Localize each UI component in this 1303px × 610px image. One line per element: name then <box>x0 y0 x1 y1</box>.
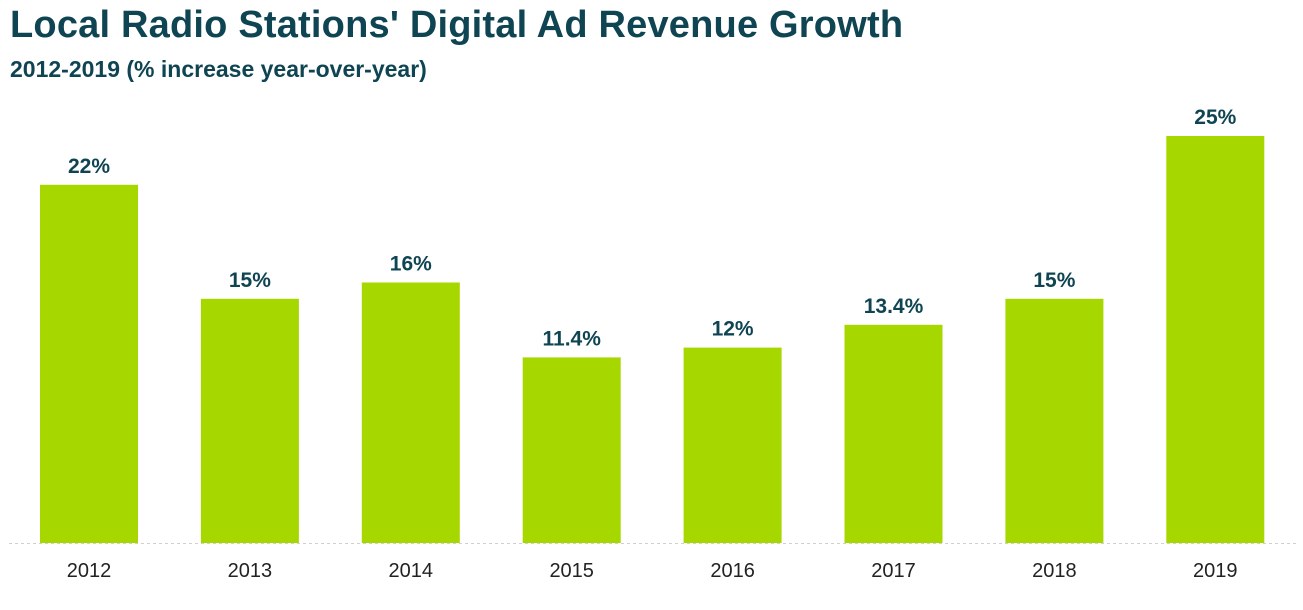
value-label-2017: 13.4% <box>864 295 924 318</box>
value-labels-group: 22% 15% 16% 11.4% 12% 13.4% 15% 25% <box>68 106 1237 350</box>
x-tick-label-2015: 2015 <box>549 560 594 582</box>
x-tick-labels-group: 2012 2013 2014 2015 2016 2017 2018 2019 <box>67 560 1238 582</box>
x-tick-label-2018: 2018 <box>1032 560 1077 582</box>
value-label-2015: 11.4% <box>543 327 602 350</box>
bar-2016 <box>683 347 782 543</box>
x-tick-label-2016: 2016 <box>710 560 755 582</box>
x-tick-label-2014: 2014 <box>389 560 434 582</box>
value-label-2012: 22% <box>68 155 110 178</box>
chart-title: Local Radio Stations' Digital Ad Revenue… <box>10 4 904 46</box>
value-label-2016: 12% <box>712 318 754 341</box>
bar-2015 <box>522 357 621 543</box>
bar-2014 <box>361 282 460 543</box>
bar-2012 <box>40 184 138 544</box>
bar-2017 <box>844 324 943 543</box>
bar-2019 <box>1166 136 1265 543</box>
x-tick-label-2019: 2019 <box>1193 560 1238 582</box>
bar-2013 <box>200 298 299 543</box>
chart-subtitle: 2012-2019 (% increase year-over-year) <box>10 56 427 82</box>
bar-2018 <box>1005 298 1104 543</box>
x-tick-label-2012: 2012 <box>67 560 112 582</box>
x-tick-label-2013: 2013 <box>228 560 273 582</box>
bars-group <box>40 136 1265 544</box>
value-label-2013: 15% <box>229 269 271 292</box>
value-label-2018: 15% <box>1033 269 1075 292</box>
value-label-2019: 25% <box>1194 106 1236 129</box>
value-label-2014: 16% <box>390 253 432 276</box>
x-tick-label-2017: 2017 <box>871 560 916 582</box>
